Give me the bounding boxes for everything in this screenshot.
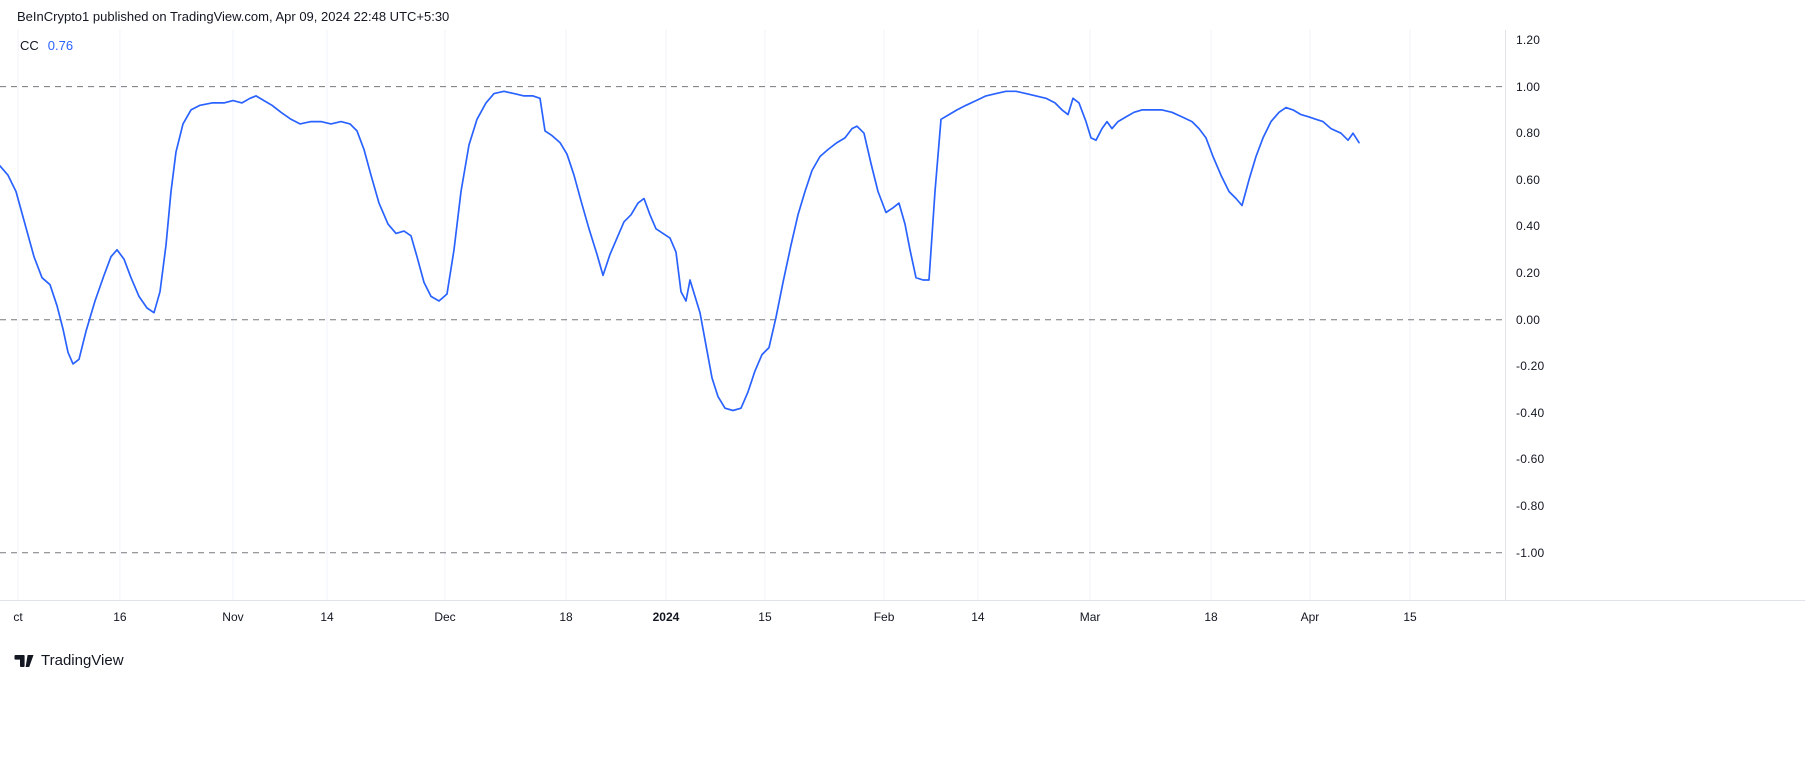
indicator-value: 0.76 — [47, 38, 74, 53]
price-axis-label: -0.40 — [1516, 405, 1545, 420]
time-axis-label: 14 — [320, 610, 334, 624]
cc-line-chart — [0, 30, 1505, 600]
indicator-legend: CC 0.76 — [20, 38, 73, 53]
time-axis-label: 16 — [113, 610, 127, 624]
tradingview-logo-icon[interactable] — [14, 650, 34, 670]
time-axis-label: 15 — [1403, 610, 1417, 624]
time-axis-label: Feb — [873, 610, 895, 624]
time-axis-label: Dec — [434, 610, 456, 624]
chart-plot-area[interactable]: CC 0.76 — [0, 30, 1505, 600]
indicator-name: CC — [20, 38, 39, 53]
price-axis-label: 1.20 — [1516, 33, 1541, 48]
price-axis-label: 1.00 — [1516, 79, 1541, 94]
time-axis[interactable]: ct 16 Nov 14 Dec 18 2024 15 Feb 14 Mar 18 Apr 15 — [0, 600, 1805, 634]
time-axis-label: 18 — [1204, 610, 1218, 624]
price-axis-label: 0.80 — [1516, 126, 1541, 141]
price-axis-label: -0.20 — [1516, 359, 1545, 374]
time-axis-label: Nov — [222, 610, 244, 624]
time-axis-label: 15 — [758, 610, 772, 624]
time-axis-label: Apr — [1300, 610, 1320, 624]
time-axis-label: 2024 — [652, 610, 680, 624]
time-axis-labels: ct 16 Nov 14 Dec 18 2024 15 Feb 14 Mar 18 Apr 15 — [0, 601, 1505, 634]
price-axis-label: 0.40 — [1516, 219, 1541, 234]
attribution-text: BeInCrypto1 published on TradingView.com… — [17, 9, 450, 24]
price-axis[interactable]: 1.20 1.00 0.80 0.60 0.40 0.20 0.00 -0.20 -0.40 -0… — [1505, 30, 1805, 600]
price-axis-label: 0.00 — [1516, 312, 1541, 327]
time-axis-label: 14 — [971, 610, 985, 624]
price-axis-label: 0.20 — [1516, 266, 1541, 281]
time-axis-label: 18 — [559, 610, 573, 624]
price-axis-label: 0.60 — [1516, 172, 1541, 187]
price-axis-label: -1.00 — [1516, 545, 1545, 560]
time-axis-label: Mar — [1079, 610, 1101, 624]
tradingview-logo-text[interactable]: TradingView — [41, 651, 124, 669]
footer: TradingView — [14, 648, 1805, 672]
price-axis-label: -0.80 — [1516, 499, 1545, 514]
time-axis-label: ct — [13, 610, 23, 624]
chart-row: CC 0.76 1.20 1.00 0.80 0.60 0.40 0.20 0.00 -0.2… — [0, 30, 1805, 600]
price-axis-label: -0.60 — [1516, 452, 1545, 467]
